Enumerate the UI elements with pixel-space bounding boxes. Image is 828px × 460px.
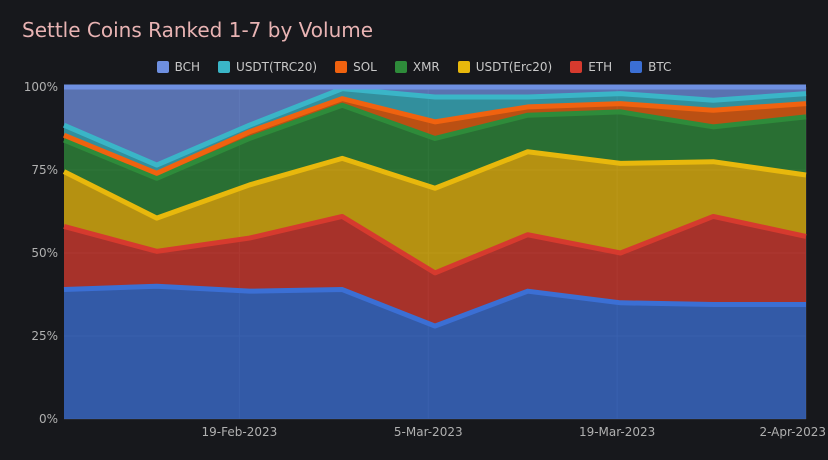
area-usdt-erc20 <box>64 151 806 273</box>
y-tick-label: 75% <box>31 163 58 177</box>
line-sol <box>63 96 807 176</box>
area-btc <box>64 286 806 419</box>
legend-item-eth[interactable]: ETH <box>570 60 612 74</box>
legend-swatch <box>457 61 470 73</box>
legend-label: SOL <box>353 60 377 74</box>
legend: BCH USDT(TRC20) SOL XMR USDT(Erc20) ETH BTC <box>0 60 828 74</box>
area-bch <box>64 87 806 166</box>
y-tick-label: 50% <box>31 246 58 260</box>
legend-swatch <box>570 61 583 73</box>
legend-item-usdt-erc20[interactable]: USDT(Erc20) <box>457 60 553 74</box>
x-tick-label: 5-Mar-2023 <box>394 425 463 439</box>
legend-item-usdt-trc20[interactable]: USDT(TRC20) <box>218 60 317 74</box>
legend-item-xmr[interactable]: XMR <box>394 60 440 74</box>
line-xmr <box>63 102 807 181</box>
legend-swatch <box>394 61 407 73</box>
legend-label: XMR <box>412 60 440 74</box>
legend-label: USDT(TRC20) <box>236 60 318 74</box>
y-tick-label: 0% <box>39 412 58 426</box>
line-eth <box>63 213 807 276</box>
legend-swatch <box>630 61 643 73</box>
legend-swatch <box>218 61 231 73</box>
area-eth <box>64 216 806 327</box>
legend-item-btc[interactable]: BTC <box>630 60 671 74</box>
legend-label: USDT(Erc20) <box>475 60 553 74</box>
legend-item-sol[interactable]: SOL <box>335 60 377 74</box>
line-usdt-erc20 <box>62 149 807 221</box>
legend-label: BTC <box>648 60 672 74</box>
y-tick-label: 100% <box>24 80 58 94</box>
x-tick-label: 2-Apr-2023 <box>759 425 826 439</box>
area-xmr <box>64 105 806 219</box>
legend-label: BCH <box>174 60 201 74</box>
legend-swatch <box>156 61 169 73</box>
x-tick-label: 19-Mar-2023 <box>579 425 655 439</box>
chart-title: Settle Coins Ranked 1-7 by Volume <box>22 18 374 42</box>
y-tick-label: 25% <box>31 329 58 343</box>
line-btc <box>63 283 806 329</box>
legend-label: ETH <box>588 60 613 74</box>
legend-swatch <box>335 61 348 73</box>
legend-item-bch[interactable]: BCH <box>156 60 201 74</box>
x-tick-label: 19-Feb-2023 <box>202 425 278 439</box>
line-usdt-trc20 <box>63 86 807 168</box>
